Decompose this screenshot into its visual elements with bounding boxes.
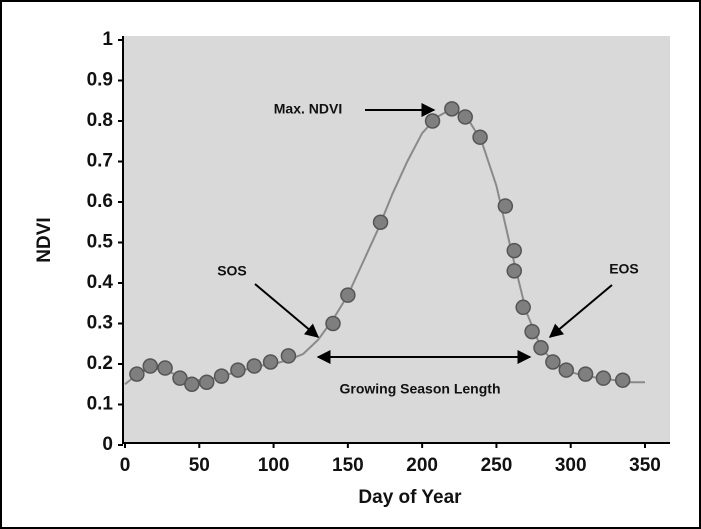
annotation: Max. NDVI xyxy=(274,101,342,117)
data-point xyxy=(340,287,356,303)
x-tick-label: 100 xyxy=(258,455,290,476)
y-tick-label: 0.6 xyxy=(87,191,113,212)
data-point xyxy=(372,214,389,230)
x-axis-title: Day of Year xyxy=(358,487,462,508)
data-point xyxy=(325,315,341,332)
y-tick-label: 0.4 xyxy=(87,272,114,293)
data-point xyxy=(172,370,188,386)
data-point xyxy=(506,242,523,259)
data-point xyxy=(545,354,561,370)
data-point xyxy=(230,362,246,378)
x-tick-label: 200 xyxy=(406,455,438,476)
data-point xyxy=(595,370,612,386)
data-point xyxy=(280,348,297,364)
arrow xyxy=(548,284,613,338)
y-tick-label: 0.1 xyxy=(87,394,114,415)
x-tick-label: 50 xyxy=(189,455,210,476)
y-tick-label: 0.7 xyxy=(87,151,113,172)
annotation: SOS xyxy=(217,263,247,279)
y-tick-label: 0.5 xyxy=(87,232,114,253)
data-point xyxy=(213,368,230,384)
data-point xyxy=(444,101,460,117)
y-tick-label: 0.2 xyxy=(87,353,113,374)
data-point xyxy=(142,358,159,374)
data-point xyxy=(506,263,523,279)
data-point xyxy=(157,360,173,376)
data-point xyxy=(533,340,549,356)
arrow xyxy=(254,283,320,338)
x-tick-label: 150 xyxy=(332,455,364,476)
data-point xyxy=(515,299,531,316)
y-axis-title: NDVI xyxy=(34,217,55,262)
data-point xyxy=(497,198,514,214)
data-point xyxy=(524,323,540,340)
data-point xyxy=(184,376,200,392)
x-tick-label: 0 xyxy=(120,455,131,476)
annotation: EOS xyxy=(609,261,639,277)
y-tick-label: 1 xyxy=(102,29,113,50)
y-tick-label: 0.3 xyxy=(87,313,113,334)
data-point xyxy=(424,113,441,129)
x-tick-label: 300 xyxy=(555,455,587,476)
y-tick-label: 0 xyxy=(102,434,113,455)
data-point xyxy=(198,374,215,390)
data-point xyxy=(472,129,488,145)
data-point xyxy=(558,362,575,378)
x-tick-label: 350 xyxy=(629,455,661,476)
data-point xyxy=(614,372,631,388)
data-point xyxy=(246,358,263,374)
y-tick-label: 0.9 xyxy=(87,70,113,91)
data-point xyxy=(262,354,279,370)
data-point xyxy=(577,366,594,382)
x-tick-label: 250 xyxy=(481,455,513,476)
data-point xyxy=(129,366,145,382)
data-point xyxy=(457,109,473,125)
annotation: Growing Season Length xyxy=(339,381,500,397)
y-tick-label: 0.8 xyxy=(87,110,113,131)
